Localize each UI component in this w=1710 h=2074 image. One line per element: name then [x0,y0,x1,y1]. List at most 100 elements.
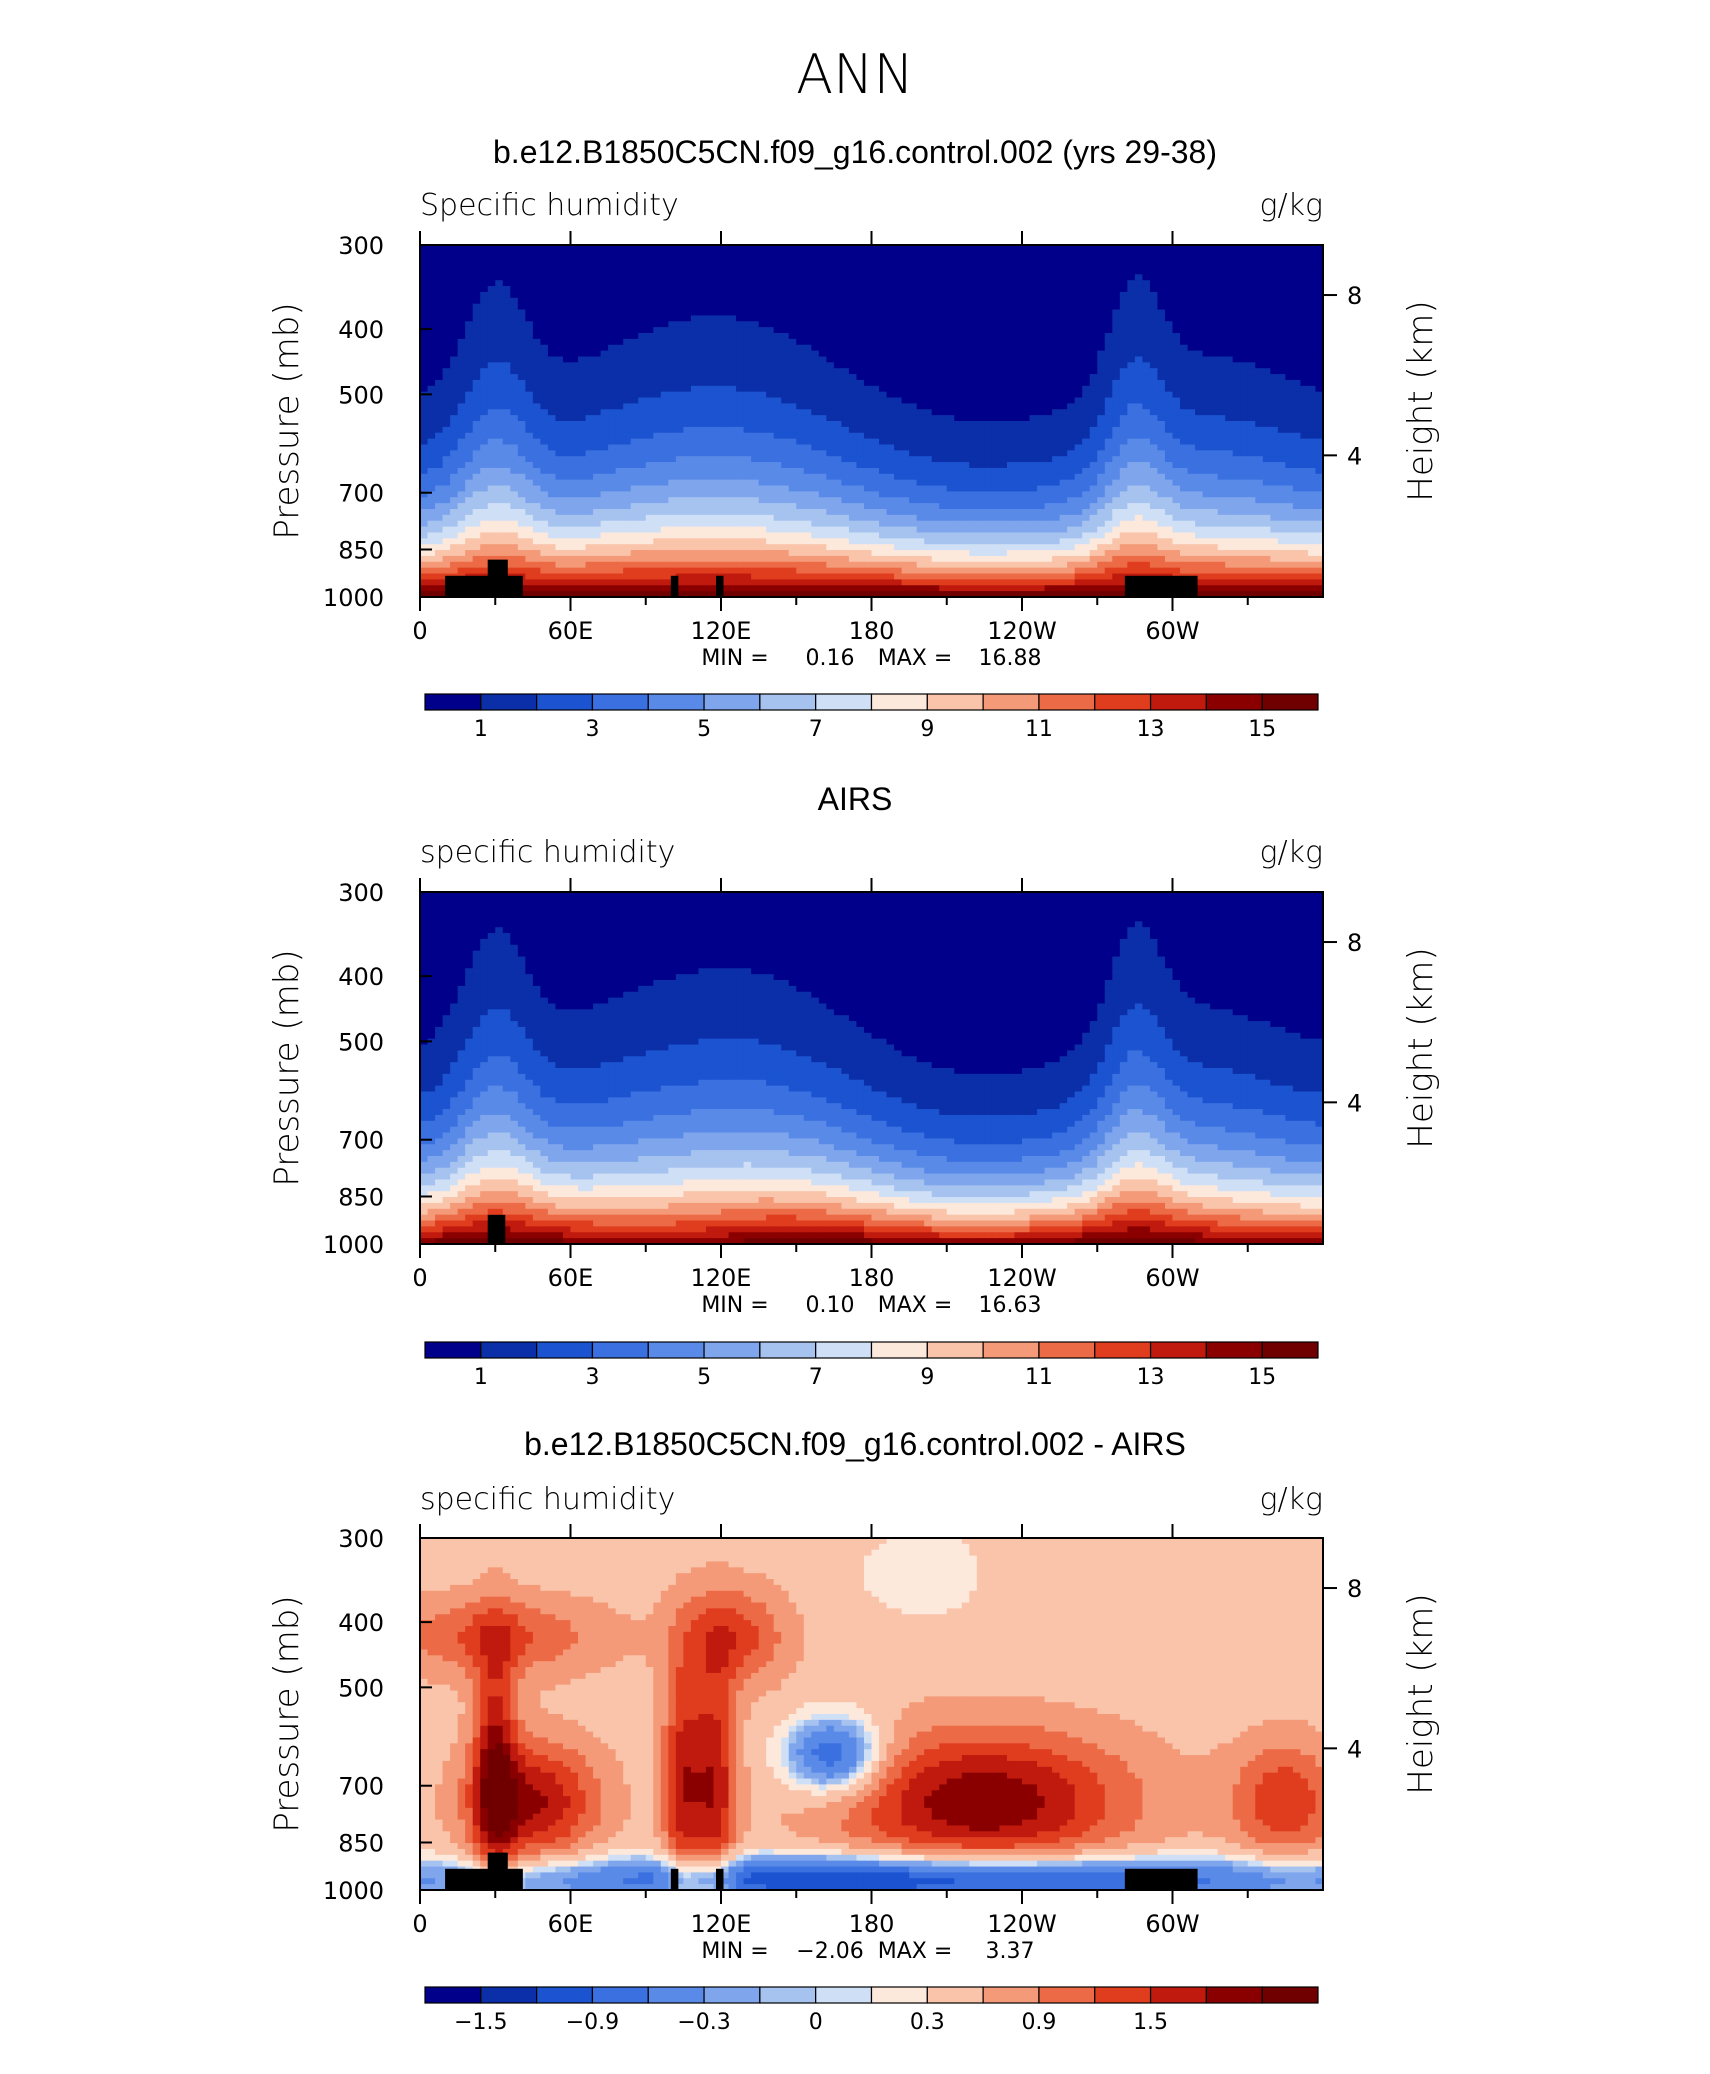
field-cell [593,397,602,404]
field-cell [1059,286,1068,293]
field-cell [743,421,752,428]
field-cell [510,245,519,252]
field-cell [984,462,993,469]
field-cell [954,379,963,387]
field-cell [1195,385,1204,393]
field-cell [781,344,790,352]
field-cell [1029,385,1038,393]
field-cell [1014,397,1023,404]
field-cell [1074,450,1083,457]
field-cell [562,291,572,299]
field-cell [1022,397,1031,404]
field-cell [480,309,489,316]
field-cell [901,374,910,381]
field-cell [427,321,436,328]
field-cell [1292,379,1302,387]
field-cell [1074,379,1083,387]
field-cell [660,297,669,305]
field-cell [863,391,873,399]
field-cell [1202,421,1211,428]
field-cell [1262,374,1271,381]
field-cell [781,391,790,399]
field-cell [578,280,587,287]
field-cell [1089,350,1098,358]
field-cell [615,485,624,492]
field-cell [1262,362,1271,369]
field-cell [1089,338,1098,346]
field-cell [1089,362,1098,369]
field-cell [578,432,587,440]
field-cell [645,385,654,393]
field-cell [736,385,745,393]
field-cell [690,321,700,328]
field-cell [1240,280,1249,287]
field-cell [690,438,700,446]
field-cell [540,291,549,299]
field-cell [984,385,993,393]
field-cell [713,391,722,399]
field-cell [1104,315,1113,322]
field-cell [766,438,775,446]
field-cell [758,250,767,258]
field-cell [502,415,511,422]
field-cell [1082,415,1091,422]
field-cell [457,327,466,334]
field-cell [999,256,1008,264]
field-cell [999,303,1008,311]
field-cell [465,462,474,469]
field-cell [1134,467,1144,475]
field-cell [1315,467,1324,475]
field-cell [1044,268,1053,275]
field-cell [1089,297,1098,305]
field-cell [1180,356,1189,363]
field-cell [1262,385,1271,393]
field-cell [1127,245,1136,252]
field-cell [1014,385,1023,393]
field-cell [698,379,707,387]
field-cell [841,385,850,393]
field-cell [833,245,843,252]
field-cell [803,479,812,487]
field-cell [532,315,542,322]
field-cell [540,350,549,358]
field-cell [653,409,662,416]
field-cell [781,297,790,305]
field-cell [909,256,918,264]
field-cell [773,444,782,451]
field-cell [1112,350,1121,358]
field-cell [894,338,903,346]
field-cell [1022,438,1031,446]
field-cell [1052,350,1061,358]
field-cell [781,374,790,381]
field-cell [645,245,654,252]
field-cell [871,415,880,422]
field-cell [608,362,617,369]
field-cell [886,444,895,451]
field-cell [976,333,985,340]
field-cell [931,409,940,416]
field-cell [547,456,557,463]
field-cell [472,262,481,270]
field-cell [705,379,715,387]
field-cell [991,444,1001,451]
field-cell [645,397,654,404]
field-cell [1006,315,1016,322]
field-cell [946,327,955,334]
field-cell [578,456,587,463]
field-cell [585,450,594,457]
field-cell [1262,356,1271,363]
field-cell [1014,286,1023,293]
field-cell [894,444,903,451]
field-cell [886,397,895,404]
field-cell [1097,379,1106,387]
field-cell [728,444,737,451]
field-cell [638,262,647,270]
field-cell [1134,368,1144,375]
field-cell [766,409,775,416]
field-cell [638,356,647,363]
field-cell [758,462,767,469]
field-cell [1074,338,1083,346]
field-cell [495,432,504,440]
field-cell [645,344,654,352]
field-cell [999,268,1008,275]
